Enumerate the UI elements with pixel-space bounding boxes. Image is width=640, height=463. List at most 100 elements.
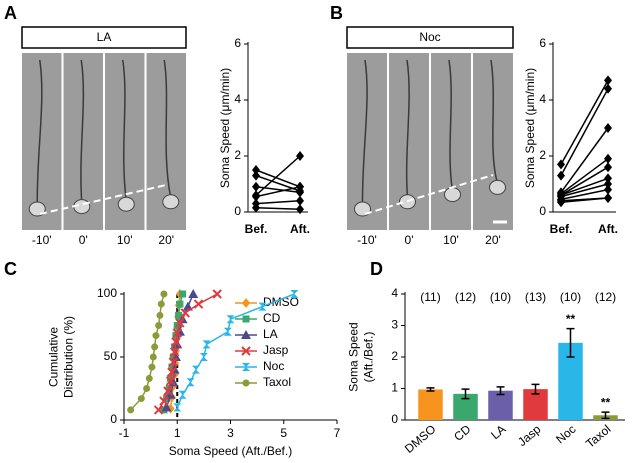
panel-letter: C: [4, 259, 17, 279]
neurite: [490, 59, 499, 184]
marker: [167, 367, 177, 377]
marker: [557, 170, 565, 181]
marker: [252, 191, 260, 202]
marker: [182, 301, 193, 311]
pair-line: [560, 197, 609, 203]
count-label: (12): [595, 290, 616, 304]
pair-line: [560, 127, 609, 193]
marker: [296, 204, 304, 215]
marker: [193, 299, 204, 309]
x-tick-label: 3: [227, 426, 234, 440]
marker: [173, 403, 182, 412]
significance: **: [601, 395, 611, 409]
track-line: [364, 174, 494, 215]
x-tick-label: Aft.: [598, 222, 618, 236]
marker: [252, 202, 260, 213]
soma: [117, 196, 135, 212]
marker: [604, 75, 612, 86]
x-tick-label: -1: [119, 426, 130, 440]
x-tick-label: LA: [488, 422, 508, 442]
marker: [188, 289, 199, 298]
marker: [155, 322, 163, 329]
pair-line: [560, 183, 609, 198]
marker: [137, 395, 145, 403]
x-tick-label: Bef.: [245, 222, 268, 236]
pair-line: [560, 80, 609, 165]
y-axis-label: Distribution (%): [62, 316, 76, 398]
marker: [143, 385, 151, 392]
marker: [161, 402, 172, 412]
count-label: (13): [525, 290, 546, 304]
legend-label: LA: [263, 327, 278, 341]
time-label: -10': [32, 233, 52, 247]
y-tick-label: 2: [391, 349, 398, 363]
marker: [241, 346, 251, 356]
image-title-box: [21, 26, 187, 49]
marker: [179, 290, 187, 298]
pair-line: [560, 158, 609, 195]
marker: [148, 363, 156, 371]
marker: [191, 365, 200, 374]
time-label: 0': [79, 233, 88, 247]
marker: [241, 330, 251, 339]
marker: [252, 165, 260, 175]
marker: [151, 343, 159, 351]
x-tick-label: Taxol: [583, 422, 613, 451]
marker: [153, 405, 164, 415]
y-tick-label: 2: [234, 148, 241, 162]
x-tick-label: Noc: [553, 422, 578, 446]
legend-label: DMSO: [263, 295, 299, 309]
error-bar: [566, 327, 575, 358]
marker: [157, 300, 165, 308]
marker: [159, 396, 169, 406]
marker: [604, 162, 612, 173]
time-label: 10': [117, 233, 133, 247]
count-label: (11): [420, 290, 440, 304]
marker: [296, 151, 304, 161]
marker: [175, 318, 185, 328]
legend-label: Jasp: [263, 343, 289, 357]
y-tick-label: 0: [110, 412, 117, 426]
marker: [604, 173, 612, 184]
y-axis-label: Soma Speed (μm/min): [523, 68, 537, 188]
y-axis-label: Soma Speed (μm/min): [218, 68, 232, 188]
marker: [172, 328, 182, 338]
y-axis-label: Soma Speed: [347, 322, 361, 391]
time-label: 10': [443, 233, 459, 247]
neurite: [405, 59, 410, 198]
error-bar: [601, 411, 610, 420]
marker: [296, 187, 304, 198]
y-tick-label: 0: [539, 204, 546, 218]
soma: [162, 194, 180, 210]
marker: [178, 390, 187, 399]
marker: [242, 363, 250, 371]
y-tick-label: 4: [234, 92, 241, 106]
marker: [296, 181, 304, 192]
marker: [604, 153, 612, 164]
legend-label: Taxol: [263, 375, 291, 389]
marker: [171, 337, 181, 347]
x-tick-label: 1: [174, 426, 181, 440]
time-label: 0': [405, 233, 414, 247]
y-tick-label: 2: [539, 148, 546, 162]
y-axis-label: Cumulative: [47, 327, 61, 387]
marker: [212, 289, 222, 299]
marker: [180, 308, 190, 318]
x-tick-label: Bef.: [550, 222, 573, 236]
marker: [258, 302, 267, 311]
pair-line: [255, 207, 301, 210]
cdf-line: [130, 293, 165, 411]
neurite: [80, 59, 85, 203]
count-label: (10): [560, 290, 581, 304]
neurite: [163, 59, 172, 198]
panel-letter: B: [330, 3, 343, 23]
neurite: [36, 59, 43, 206]
y-axis-label: (Aft./Bef.): [362, 332, 376, 383]
y-tick-label: 50: [104, 349, 118, 363]
image-title-box: [346, 26, 514, 49]
pair-line: [560, 188, 609, 201]
time-label: 20': [485, 233, 501, 247]
panel-letter: A: [4, 3, 17, 23]
marker: [149, 353, 157, 361]
